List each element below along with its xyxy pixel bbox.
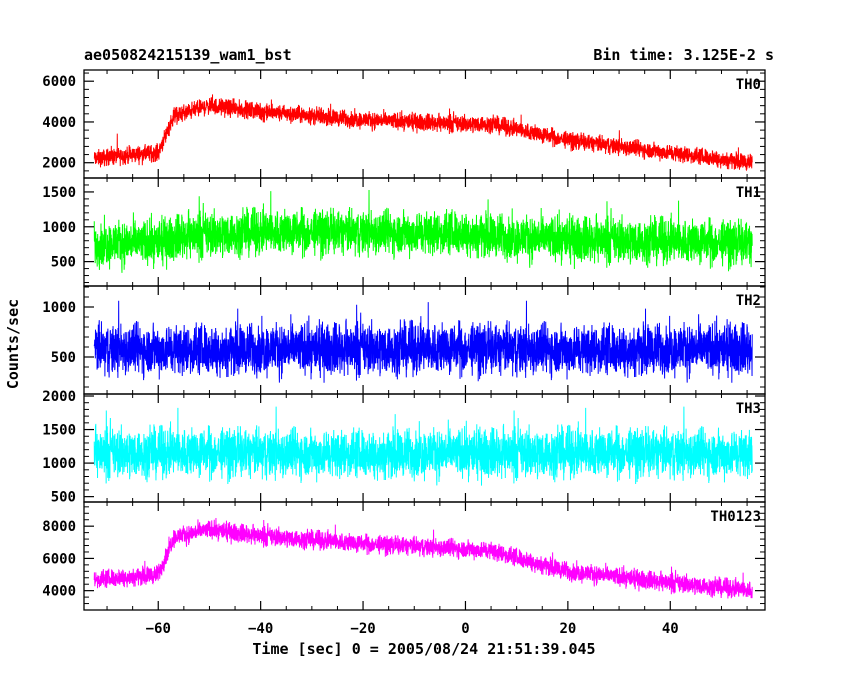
bin-time-label: Bin time: 3.125E-2 s [593,46,774,64]
y-axis-label: Counts/sec [4,299,22,389]
y-tick-label: 500 [51,490,76,506]
series-line-th3 [93,406,753,486]
panel-label-th3: TH3 [736,401,761,417]
panel-th2: 500 1000 TH2 [42,285,766,395]
panel-th3: 500 1000 1500 2000 TH3 [42,389,766,506]
x-tick-label: −20 [350,621,375,637]
panel-th1: 500 1000 1500 TH1 [42,177,766,287]
panel-label-th1: TH1 [736,185,761,201]
panel-frame-th0123 [83,501,766,611]
y-tick-label: 1000 [42,300,76,316]
y-tick-label: 1500 [42,185,76,201]
x-axis-label: Time [sec] 0 = 2005/08/24 21:51:39.045 [252,640,595,658]
y-tick-label: 1000 [42,220,76,236]
x-tick-label: 0 [461,621,469,637]
y-tick-label: 2000 [42,389,76,405]
series-line-th0 [93,94,753,172]
panel-label-th0123: TH0123 [710,509,761,525]
y-tick-label: 4000 [42,115,76,131]
x-tick-label: 20 [559,621,576,637]
series-line-th2 [93,300,753,383]
panel-label-th0: TH0 [736,77,761,93]
x-tick-label: −40 [248,621,273,637]
y-tick-label: 8000 [42,519,76,535]
y-tick-label: 500 [51,255,76,271]
y-tick-label: 500 [51,350,76,366]
x-tick-labels: −60 −40 −20 0 20 40 [146,621,679,637]
panel-th0123: 4000 6000 8000 TH0123 [42,501,766,611]
series-line-th1 [93,189,753,273]
panel-th0: 2000 4000 6000 TH0 [42,69,766,179]
x-tick-label: 40 [662,621,679,637]
y-tick-label: 6000 [42,74,76,90]
series-line-th0123 [93,518,753,599]
y-tick-label: 6000 [42,551,76,567]
y-tick-label: 1500 [42,423,76,439]
chart-title: ae050824215139_wam1_bst [84,46,292,64]
x-tick-label: −60 [146,621,171,637]
panel-label-th2: TH2 [736,293,761,309]
y-tick-label: 4000 [42,584,76,600]
y-tick-label: 1000 [42,456,76,472]
y-tick-label: 2000 [42,156,76,172]
